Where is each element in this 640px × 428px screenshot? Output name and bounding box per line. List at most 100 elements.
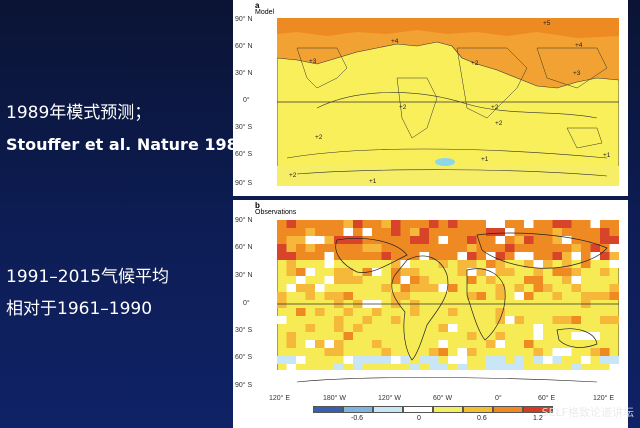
lat-label: 30° N [235, 70, 253, 77]
grid-cell [524, 340, 534, 348]
grid-cell [296, 356, 306, 364]
grid-cell [410, 228, 420, 236]
grid-cell [324, 244, 334, 252]
grid-cell [296, 284, 306, 292]
lon-label: 120° E [593, 395, 615, 402]
grid-cell [457, 236, 467, 244]
grid-cell [581, 292, 591, 300]
grid-cell [600, 316, 610, 324]
grid-cell [609, 356, 619, 364]
lon-label: 180° W [323, 395, 347, 402]
grid-cell [543, 220, 553, 228]
grid-cell [419, 228, 429, 236]
grid-cell [343, 292, 353, 300]
grid-cell [571, 364, 581, 372]
grid-cell [438, 228, 448, 236]
lon-label: 120° E [269, 395, 291, 402]
grid-cell [438, 340, 448, 348]
grid-cell [324, 236, 334, 244]
grid-cell [495, 268, 505, 276]
grid-cell [467, 220, 477, 228]
grid-cell [277, 244, 287, 252]
grid-cell [486, 260, 496, 268]
grid-cell [562, 244, 572, 252]
grid-cell [429, 284, 439, 292]
grid-cell [581, 252, 591, 260]
grid-cell [486, 356, 496, 364]
grid-cell [581, 244, 591, 252]
grid-cell [419, 356, 429, 364]
grid-cell [562, 260, 572, 268]
grid-cell [486, 236, 496, 244]
grid-cell [419, 284, 429, 292]
grid-cell [400, 292, 410, 300]
grid-cell [334, 324, 344, 332]
grid-cell [505, 228, 515, 236]
grid-cell [600, 268, 610, 276]
grid-cell [315, 340, 325, 348]
colorbar-swatch [433, 406, 463, 413]
grid-cell [590, 348, 600, 356]
grid-cell [391, 244, 401, 252]
grid-cell [590, 332, 600, 340]
grid-cell [600, 220, 610, 228]
grid-cell [467, 260, 477, 268]
grid-cell [505, 268, 515, 276]
grid-cell [334, 316, 344, 324]
panel-title-model: Model [255, 9, 275, 16]
grid-cell [467, 332, 477, 340]
grid-cell [505, 364, 515, 372]
grid-cell [495, 364, 505, 372]
slide-text-observation-period: 1991–2015气候平均 [6, 267, 170, 287]
grid-cell [562, 220, 572, 228]
grid-cell [400, 228, 410, 236]
grid-cell [419, 276, 429, 284]
grid-cell [533, 276, 543, 284]
grid-cell [286, 260, 296, 268]
grid-cell [343, 228, 353, 236]
grid-cell [410, 364, 420, 372]
panel-title-observations: Observations [255, 209, 297, 216]
grid-cell [495, 292, 505, 300]
grid-cell [362, 220, 372, 228]
grid-cell [609, 364, 619, 372]
grid-cell [305, 244, 315, 252]
observations-warming-map [277, 220, 619, 390]
grid-cell [372, 268, 382, 276]
grid-cell [324, 228, 334, 236]
grid-cell [486, 244, 496, 252]
grid-cell [590, 244, 600, 252]
grid-cell [448, 228, 458, 236]
grid-cell [457, 220, 467, 228]
grid-cell [362, 244, 372, 252]
grid-cell [353, 244, 363, 252]
grid-cell [600, 228, 610, 236]
grid-cell [609, 284, 619, 292]
grid-cell [457, 228, 467, 236]
grid-cell [457, 260, 467, 268]
grid-cell [400, 284, 410, 292]
grid-cell [324, 276, 334, 284]
grid-cell [410, 244, 420, 252]
grid-cell [552, 236, 562, 244]
grid-cell [381, 252, 391, 260]
colorbar-label: -0.6 [351, 415, 364, 422]
grid-cell [277, 252, 287, 260]
grid-cell [429, 356, 439, 364]
grid-cell [419, 244, 429, 252]
grid-cell [429, 228, 439, 236]
grid-cell [495, 356, 505, 364]
grid-cell [562, 236, 572, 244]
grid-cell [552, 244, 562, 252]
grid-cell [590, 252, 600, 260]
grid-cell [514, 356, 524, 364]
lat-label: 60° N [235, 244, 253, 251]
grid-cell [448, 244, 458, 252]
grid-cell [381, 236, 391, 244]
grid-cell [362, 252, 372, 260]
grid-cell [600, 348, 610, 356]
grid-cell [448, 252, 458, 260]
grid-cell [552, 316, 562, 324]
grid-cell [495, 236, 505, 244]
grid-cell [334, 348, 344, 356]
